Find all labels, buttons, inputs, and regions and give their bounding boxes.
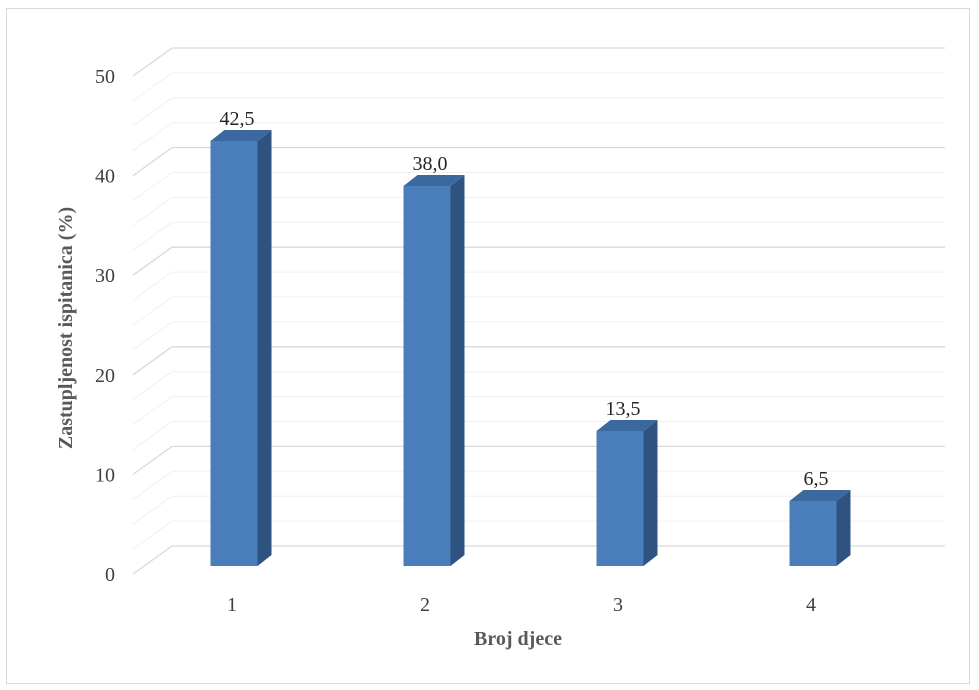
bar-front bbox=[596, 431, 644, 566]
data-label: 38,0 bbox=[413, 153, 448, 175]
data-label: 42,5 bbox=[220, 108, 255, 130]
bar-top bbox=[596, 420, 658, 431]
gridline-diagonal bbox=[132, 147, 173, 177]
gridline-diagonal bbox=[132, 72, 173, 102]
gridline-diagonal bbox=[132, 470, 173, 500]
gridline-diagonal bbox=[132, 520, 173, 550]
gridline-diagonal bbox=[132, 545, 173, 575]
gridline-diagonal bbox=[132, 122, 173, 152]
gridline-diagonal bbox=[132, 495, 173, 525]
bar-top bbox=[210, 130, 272, 141]
gridline-diagonal bbox=[132, 321, 173, 351]
bar bbox=[596, 420, 658, 566]
y-tick-label: 30 bbox=[95, 265, 115, 287]
bar-side bbox=[450, 175, 465, 566]
bar-side bbox=[643, 420, 658, 566]
y-tick-label: 0 bbox=[105, 564, 115, 586]
y-tick-label: 50 bbox=[95, 66, 115, 88]
gridline-diagonal bbox=[132, 371, 173, 401]
y-tick-label: 20 bbox=[95, 365, 115, 387]
chart-frame bbox=[6, 8, 970, 684]
gridline-diagonal bbox=[132, 296, 173, 326]
x-tick-label: 4 bbox=[806, 594, 816, 616]
bar-top bbox=[789, 490, 851, 501]
bar-top bbox=[403, 175, 465, 186]
x-tick-label: 2 bbox=[420, 594, 430, 616]
gridline-diagonal bbox=[132, 271, 173, 301]
x-tick-label: 3 bbox=[613, 594, 623, 616]
gridline-diagonal bbox=[132, 246, 173, 276]
bar-side bbox=[836, 490, 851, 566]
bar-front bbox=[789, 501, 837, 566]
gridline-diagonal bbox=[132, 196, 173, 226]
gridline-diagonal bbox=[132, 97, 173, 127]
bars-layer bbox=[210, 130, 851, 566]
gridline-diagonal bbox=[132, 172, 173, 201]
gridline-diagonal bbox=[132, 445, 173, 475]
bar bbox=[403, 175, 465, 566]
bar-front bbox=[210, 141, 258, 566]
gridline-diagonal bbox=[132, 47, 173, 77]
bar bbox=[210, 130, 272, 566]
y-tick-label: 40 bbox=[95, 166, 115, 188]
bar-front bbox=[403, 186, 451, 566]
gridline-diagonal bbox=[132, 421, 173, 450]
x-tick-label: 1 bbox=[227, 594, 237, 616]
bar bbox=[789, 490, 851, 566]
y-axis-title: Zastupljenost ispitanica (%) bbox=[55, 207, 77, 449]
y-tick-label: 10 bbox=[95, 464, 115, 486]
data-label: 13,5 bbox=[606, 398, 641, 420]
labels-layer: 0 10 20 30 40 50 42,5 1 38,0 2 13,5 3 6,5 4 bbox=[95, 66, 829, 616]
data-label: 6,5 bbox=[804, 468, 829, 490]
gridline-diagonal bbox=[132, 346, 173, 376]
x-axis-title: Broj djece bbox=[474, 628, 562, 650]
gridline-diagonal bbox=[132, 396, 173, 426]
bar-side bbox=[257, 130, 272, 566]
gridline-diagonal bbox=[132, 221, 173, 251]
